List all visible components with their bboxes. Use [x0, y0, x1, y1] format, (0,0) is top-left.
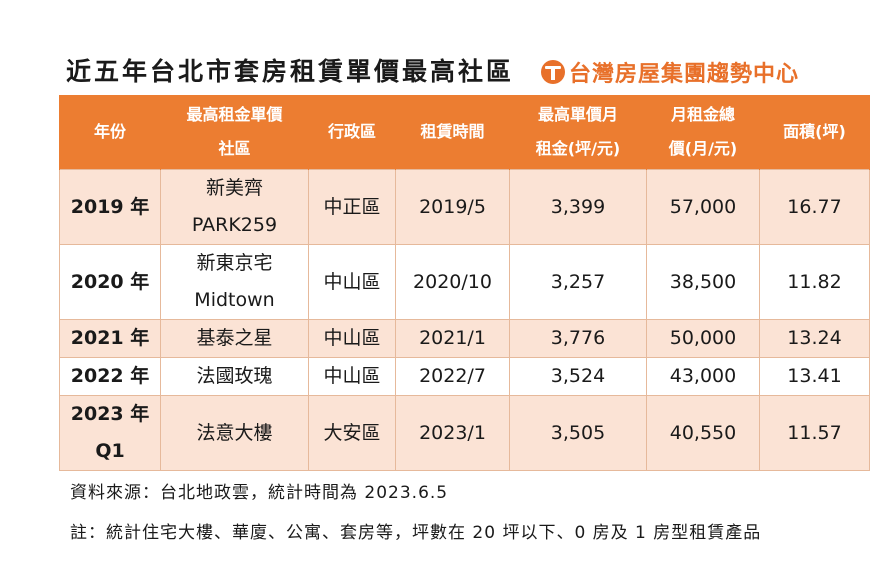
- cell-district: 中山區: [308, 244, 396, 320]
- cell-date: 2019/5: [395, 169, 510, 245]
- cell-year: 2021 年: [59, 319, 161, 358]
- col-header-district: 行政區: [308, 95, 396, 170]
- col-header-area: 面積(坪): [759, 95, 870, 170]
- remark-note: 註：統計住宅大樓、華廈、公寓、套房等，坪數在 20 坪以下、0 房及 1 房型租…: [70, 523, 762, 543]
- cell-year: 2020 年: [59, 244, 161, 320]
- col-header-unit-price: 最高單價月 租金(坪/元): [509, 95, 647, 170]
- cell-date: 2020/10: [395, 244, 510, 320]
- cell-area: 11.82: [759, 244, 870, 320]
- cell-year: 2019 年: [59, 169, 161, 245]
- cell-unit-price: 3,505: [509, 395, 647, 471]
- table-row: 2020 年 新東京宅 Midtown 中山區 2020/10 3,257 38,…: [59, 244, 870, 320]
- cell-monthly-rent: 43,000: [646, 357, 760, 396]
- table-row: 2023 年 Q1 法意大樓 大安區 2023/1 3,505 40,550 11…: [59, 395, 870, 471]
- page-title: 近五年台北市套房租賃單價最高社區: [66, 57, 515, 86]
- table-row: 2021 年 基泰之星 中山區 2021/1 3,776 50,000 13.2…: [59, 319, 870, 358]
- cell-date: 2022/7: [395, 357, 510, 396]
- cell-unit-price: 3,257: [509, 244, 647, 320]
- cell-area: 16.77: [759, 169, 870, 245]
- cell-year: 2023 年 Q1: [59, 395, 161, 471]
- cell-unit-price: 3,776: [509, 319, 647, 358]
- cell-year: 2022 年: [59, 357, 161, 396]
- col-header-year: 年份: [59, 95, 161, 170]
- table-row: 2022 年 法國玫瑰 中山區 2022/7 3,524 43,000 13.4…: [59, 357, 870, 396]
- cell-community: 新東京宅 Midtown: [160, 244, 309, 320]
- source-note: 資料來源：台北地政雲，統計時間為 2023.6.5: [70, 483, 449, 503]
- cell-district: 中山區: [308, 319, 396, 358]
- cell-monthly-rent: 40,550: [646, 395, 760, 471]
- cell-monthly-rent: 50,000: [646, 319, 760, 358]
- cell-area: 13.41: [759, 357, 870, 396]
- table-header-row: 年份 最高租金單價 社區 行政區 租賃時間 最高單價月 租金(坪/元) 月租金總 價(…: [59, 95, 870, 170]
- cell-monthly-rent: 57,000: [646, 169, 760, 245]
- cell-district: 中正區: [308, 169, 396, 245]
- col-header-monthly-rent: 月租金總 價(月/元): [646, 95, 760, 170]
- taiwan-realty-logo-icon: [541, 60, 565, 84]
- cell-community: 法意大樓: [160, 395, 309, 471]
- cell-date: 2023/1: [395, 395, 510, 471]
- cell-unit-price: 3,399: [509, 169, 647, 245]
- brand-name: 台灣房屋集團趨勢中心: [569, 62, 800, 87]
- cell-area: 13.24: [759, 319, 870, 358]
- cell-monthly-rent: 38,500: [646, 244, 760, 320]
- rental-table: 年份 最高租金單價 社區 行政區 租賃時間 最高單價月 租金(坪/元) 月租金總 價(…: [59, 95, 870, 471]
- col-header-community: 最高租金單價 社區: [160, 95, 309, 170]
- brand: 台灣房屋集團趨勢中心: [541, 56, 799, 88]
- cell-community: 法國玫瑰: [160, 357, 309, 396]
- cell-unit-price: 3,524: [509, 357, 647, 396]
- table-row: 2019 年 新美齊 PARK259 中正區 2019/5 3,399 57,00…: [59, 169, 870, 245]
- cell-district: 大安區: [308, 395, 396, 471]
- cell-area: 11.57: [759, 395, 870, 471]
- col-header-date: 租賃時間: [395, 95, 510, 170]
- cell-district: 中山區: [308, 357, 396, 396]
- cell-community: 新美齊 PARK259: [160, 169, 309, 245]
- cell-community: 基泰之星: [160, 319, 309, 358]
- cell-date: 2021/1: [395, 319, 510, 358]
